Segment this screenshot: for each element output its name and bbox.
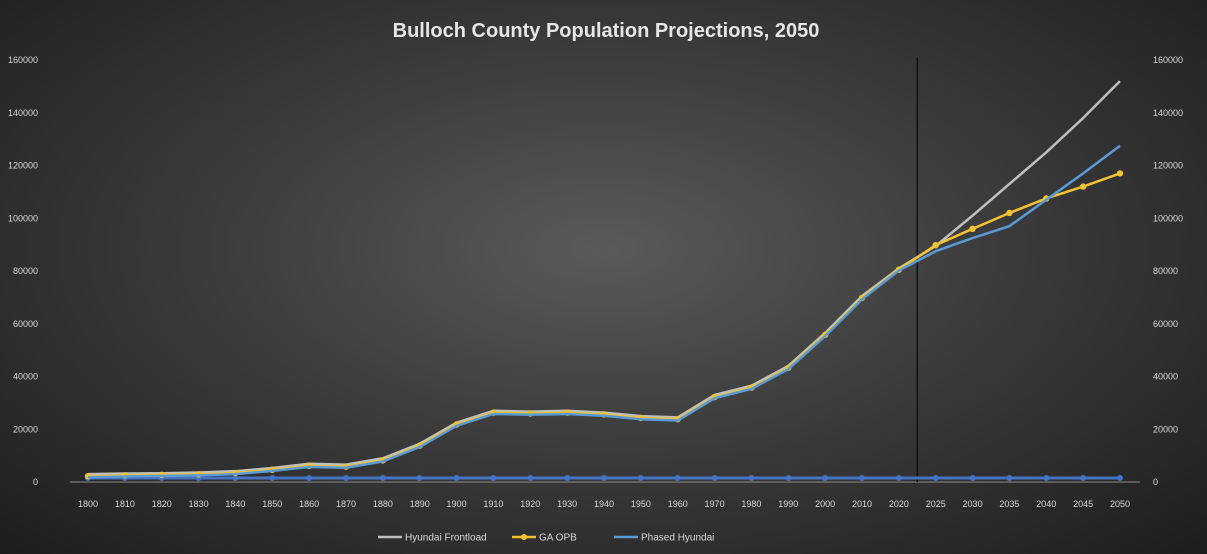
baseline-series-point xyxy=(416,475,423,482)
series-line-ga-opb xyxy=(87,172,1121,478)
x-tick-label: 1820 xyxy=(152,499,172,509)
legend-label-phased-hyundai: Phased Hyundai xyxy=(641,533,714,544)
x-tick-label: 1880 xyxy=(373,499,393,509)
series-point-ga-opb xyxy=(969,225,976,232)
x-tick-label: 2040 xyxy=(1036,499,1056,509)
x-tick-label: 2025 xyxy=(926,499,946,509)
baseline-series-point xyxy=(895,475,902,482)
baseline-series-point xyxy=(1117,475,1123,482)
y-tick-label-left: 120000 xyxy=(8,161,38,171)
y-tick-label-right: 0 xyxy=(1153,477,1158,487)
x-tick-label: 1950 xyxy=(631,499,651,509)
x-tick-label: 2030 xyxy=(963,499,983,509)
legend-marker-ga-opb xyxy=(521,534,527,540)
y-tick-label-right: 120000 xyxy=(1153,161,1183,171)
y-tick-label-right: 40000 xyxy=(1153,372,1178,382)
x-tick-label: 1920 xyxy=(520,499,540,509)
x-tick-label: 1860 xyxy=(299,499,319,509)
baseline-series-point xyxy=(674,475,681,482)
y-tick-label-left: 60000 xyxy=(13,319,38,329)
x-tick-label: 2045 xyxy=(1073,499,1093,509)
x-tick-label: 1830 xyxy=(189,499,209,509)
baseline-series-point xyxy=(232,475,239,482)
baseline-series-point xyxy=(306,475,313,482)
y-tick-label-left: 100000 xyxy=(8,213,38,223)
x-axis: 1800 1810 1820 1830 1840 1850 1860 1870 1880 1890… xyxy=(70,481,1140,509)
y-axis-left: 0 20000 40000 60000 80000 100000 120000 140000 1… xyxy=(8,55,38,487)
baseline-series-point xyxy=(490,475,497,482)
baseline-series-point xyxy=(932,475,939,482)
x-tick-label: 2010 xyxy=(852,499,872,509)
y-tick-label-left: 160000 xyxy=(8,55,38,65)
baseline-series-point xyxy=(748,475,755,482)
baseline-series-point xyxy=(785,475,792,482)
x-tick-label: 1910 xyxy=(483,499,503,509)
y-tick-label-right: 80000 xyxy=(1153,266,1178,276)
x-tick-label: 1810 xyxy=(115,499,135,509)
y-tick-label-left: 20000 xyxy=(13,424,38,434)
y-tick-label-right: 60000 xyxy=(1153,319,1178,329)
baseline-series-point xyxy=(379,475,386,482)
baseline-series-point xyxy=(343,475,349,482)
baseline-series-point xyxy=(637,475,644,482)
series-point-ga-opb xyxy=(1116,170,1124,177)
x-tick-label: 1930 xyxy=(557,499,577,509)
y-tick-label-right: 160000 xyxy=(1153,55,1183,65)
y-tick-label-right: 20000 xyxy=(1153,424,1178,434)
y-tick-label-left: 0 xyxy=(33,477,38,487)
series-line-phased-hyundai xyxy=(87,144,1121,479)
series-point-ga-opb xyxy=(1006,209,1013,217)
baseline-series-point xyxy=(269,475,276,482)
y-tick-label-right: 100000 xyxy=(1153,213,1183,223)
series-layer xyxy=(84,80,1124,482)
baseline-series-point xyxy=(969,475,976,482)
x-tick-label: 1900 xyxy=(447,499,467,509)
baseline-series-point xyxy=(1006,475,1013,482)
series-point-ga-opb xyxy=(932,241,939,249)
baseline-series-point xyxy=(822,475,829,482)
x-tick-label: 1960 xyxy=(668,499,688,509)
x-tick-label: 2050 xyxy=(1110,499,1130,509)
baseline-series-point xyxy=(859,475,865,482)
baseline-series-point xyxy=(453,475,460,482)
x-tick-label: 1840 xyxy=(225,499,245,509)
chart-title: Bulloch County Population Projections, 2… xyxy=(393,20,820,42)
x-tick-label: 1800 xyxy=(78,499,98,509)
baseline-series-point xyxy=(711,475,718,482)
y-tick-label-left: 40000 xyxy=(13,372,38,382)
y-tick-label-left: 80000 xyxy=(13,266,38,276)
legend-label-ga-opb: GA OPB xyxy=(539,533,577,544)
baseline-series-point xyxy=(564,475,571,482)
x-tick-label: 1970 xyxy=(705,499,725,509)
baseline-series-point xyxy=(1043,475,1050,482)
y-tick-label-left: 140000 xyxy=(8,108,38,118)
x-tick-label: 2000 xyxy=(815,499,835,509)
legend: Hyundai Frontload GA OPB Phased Hyundai xyxy=(378,533,714,544)
x-tick-label: 1870 xyxy=(336,499,356,509)
legend-label-hyundai-frontload: Hyundai Frontload xyxy=(405,533,487,544)
x-tick-label: 1990 xyxy=(778,499,798,509)
x-tick-label: 1940 xyxy=(594,499,614,509)
series-point-ga-opb xyxy=(1079,183,1087,190)
x-tick-label: 1980 xyxy=(741,499,761,509)
x-tick-label: 2035 xyxy=(999,499,1019,509)
baseline-series-point xyxy=(527,475,534,482)
x-tick-label: 1850 xyxy=(262,499,282,509)
baseline-series-point xyxy=(1080,475,1087,482)
baseline-series-point xyxy=(601,475,607,482)
x-tick-label: 2020 xyxy=(889,499,909,509)
x-tick-label: 1890 xyxy=(410,499,430,509)
y-axis-right: 0 20000 40000 60000 80000 100000 120000 140000 1… xyxy=(1153,55,1183,487)
y-tick-label-right: 140000 xyxy=(1153,108,1183,118)
